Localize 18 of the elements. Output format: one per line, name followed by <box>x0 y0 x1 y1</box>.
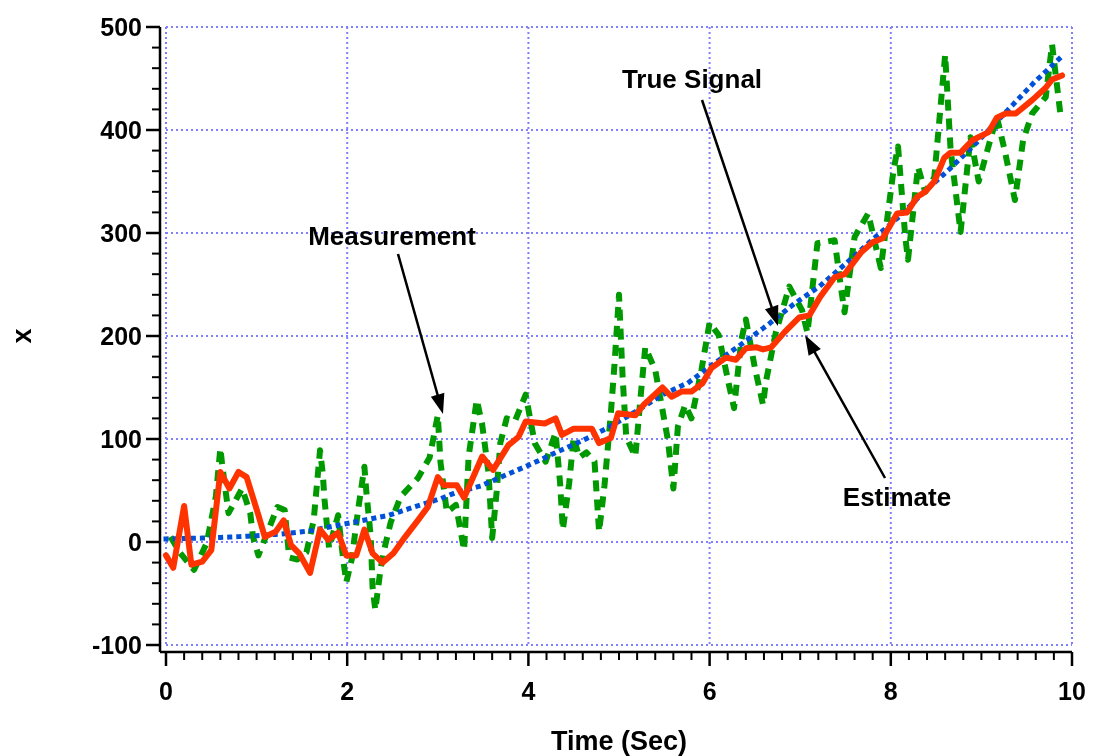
y-tick-label: 400 <box>100 115 142 144</box>
y-tick-label: 0 <box>128 527 142 556</box>
y-tick-label: 200 <box>100 321 142 350</box>
x-tick-label: 6 <box>702 677 717 705</box>
y-tick-label: -100 <box>91 630 142 659</box>
x-tick-label: 10 <box>1058 677 1086 705</box>
annotation: Estimate <box>842 482 952 513</box>
annotation: True Signal <box>621 64 763 95</box>
y-tick-label: 100 <box>100 424 142 453</box>
y-tick-label: 500 <box>100 12 142 41</box>
x-tick-label: 8 <box>883 677 898 705</box>
x-tick-label: 4 <box>521 677 536 705</box>
y-tick-label: 300 <box>100 218 142 247</box>
x-tick-label: 2 <box>340 677 355 705</box>
annotation: Measurement <box>308 221 477 252</box>
x-tick-label: 0 <box>159 677 173 705</box>
y-axis-title: x <box>7 328 38 344</box>
x-axis-title: Time (Sec) <box>550 726 688 756</box>
